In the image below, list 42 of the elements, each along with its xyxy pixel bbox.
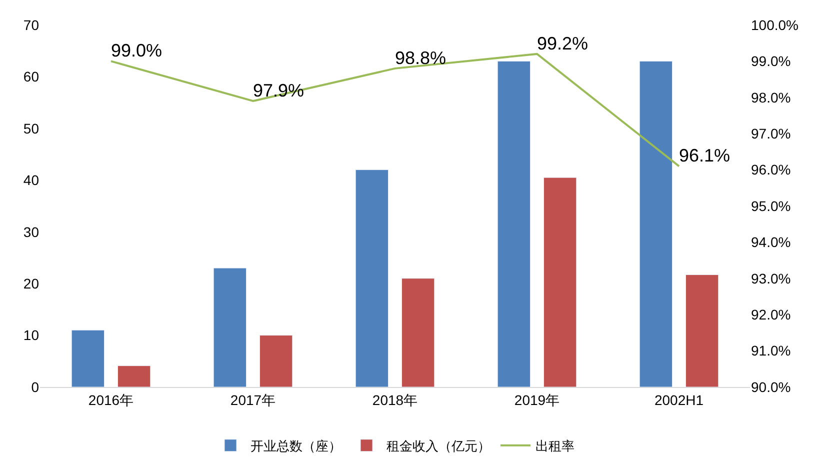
y-tick-label: 70 bbox=[23, 16, 40, 33]
y2-tick-label: 94.0% bbox=[751, 234, 791, 250]
x-tick-label: 2019年 bbox=[514, 392, 560, 408]
bar bbox=[355, 170, 389, 387]
y-tick-label: 50 bbox=[23, 120, 40, 136]
legend-label: 租金收入（亿元） bbox=[386, 438, 490, 454]
y-tick-label: 10 bbox=[23, 327, 40, 344]
data-label: 98.8% bbox=[395, 48, 446, 68]
y-tick-label: 0 bbox=[31, 378, 40, 395]
x-tick-label: 2017年 bbox=[230, 392, 276, 408]
bar bbox=[544, 177, 577, 387]
x-tick-label: 2016年 bbox=[88, 392, 134, 408]
data-label: 99.2% bbox=[537, 33, 588, 54]
bar bbox=[497, 60, 531, 387]
bar bbox=[118, 366, 151, 387]
y2-tick-label: 93.0% bbox=[751, 270, 791, 286]
legend-label: 出租率 bbox=[536, 438, 574, 454]
y2-tick-label: 100.0% bbox=[751, 16, 798, 33]
bar bbox=[213, 268, 247, 387]
y2-tick-label: 90.0% bbox=[751, 378, 791, 395]
x-tick-label: 2002H1 bbox=[654, 392, 704, 408]
bar bbox=[260, 335, 293, 387]
x-tick-label: 2018年 bbox=[372, 392, 418, 408]
bar bbox=[71, 330, 105, 387]
y-tick-label: 20 bbox=[23, 275, 40, 292]
y-tick-label: 30 bbox=[23, 224, 40, 240]
bar bbox=[402, 278, 435, 387]
y-tick-label: 40 bbox=[23, 172, 40, 188]
data-label: 99.0% bbox=[111, 40, 162, 61]
y2-tick-label: 96.0% bbox=[751, 162, 791, 178]
data-label: 96.1% bbox=[679, 146, 730, 166]
y2-tick-label: 95.0% bbox=[751, 198, 791, 214]
y2-tick-label: 92.0% bbox=[751, 306, 791, 322]
data-label: 97.9% bbox=[253, 80, 304, 101]
y2-tick-label: 91.0% bbox=[751, 342, 791, 359]
y2-tick-label: 97.0% bbox=[751, 126, 791, 142]
bar bbox=[639, 60, 673, 387]
bar bbox=[686, 274, 719, 387]
y2-tick-label: 99.0% bbox=[751, 53, 791, 70]
legend-label: 开业总数（座） bbox=[250, 438, 342, 454]
y2-tick-label: 98.0% bbox=[751, 89, 791, 106]
y-tick-label: 60 bbox=[23, 68, 40, 85]
